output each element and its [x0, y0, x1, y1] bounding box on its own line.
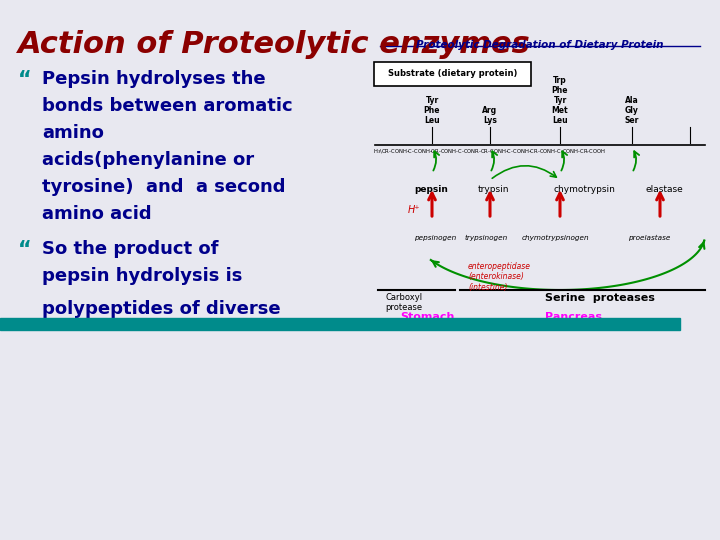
Text: tyrosine)  and  a second: tyrosine) and a second: [42, 178, 286, 196]
Text: Proteolytic Degradation of Dietary Protein: Proteolytic Degradation of Dietary Prote…: [416, 40, 664, 50]
Text: Substrate (dietary protein): Substrate (dietary protein): [388, 70, 517, 78]
Text: “: “: [18, 70, 32, 90]
Text: Ser: Ser: [625, 116, 639, 125]
Bar: [0, 318, 680, 330]
Text: Phe: Phe: [424, 106, 440, 115]
Text: Met: Met: [552, 106, 568, 115]
Text: Phe: Phe: [552, 86, 568, 95]
Text: chymotrypsinogen: chymotrypsinogen: [522, 235, 590, 241]
Text: Tyr: Tyr: [554, 96, 567, 105]
Text: Carboxyl
protease: Carboxyl protease: [385, 293, 422, 313]
Text: Lys: Lys: [483, 116, 497, 125]
Text: chymotrypsin: chymotrypsin: [553, 185, 615, 194]
Text: Tyr: Tyr: [426, 96, 438, 105]
Text: amino acid: amino acid: [42, 205, 152, 223]
Text: Stomach: Stomach: [400, 312, 454, 322]
Text: Action of Proteolytic enzymes: Action of Proteolytic enzymes: [18, 30, 531, 59]
Text: Leu: Leu: [424, 116, 440, 125]
Text: acids(phenylanine or: acids(phenylanine or: [42, 151, 254, 169]
Text: Pancreas: Pancreas: [545, 312, 602, 322]
Text: trypsin: trypsin: [478, 185, 510, 194]
Text: elastase: elastase: [645, 185, 683, 194]
Text: trypsinogen: trypsinogen: [465, 235, 508, 241]
Text: H$_3$\CR-CONH-C-CONH-CR-CONH-C-CONR-CR-CONH-C-CONH-CR-CONH-C-CONH-CR-COOH: H$_3$\CR-CONH-C-CONH-CR-CONH-C-CONR-CR-C…: [373, 147, 606, 156]
FancyBboxPatch shape: [374, 62, 531, 86]
Text: Pepsin hydrolyses the: Pepsin hydrolyses the: [42, 70, 266, 88]
Text: “: “: [18, 240, 32, 260]
Text: amino: amino: [42, 124, 104, 142]
Text: H⁺: H⁺: [408, 205, 420, 215]
Text: enteropeptidase
(enterokinase)
(intestine): enteropeptidase (enterokinase) (intestin…: [468, 262, 531, 292]
Text: Leu: Leu: [552, 116, 568, 125]
Text: Trp: Trp: [553, 76, 567, 85]
Text: So the product of: So the product of: [42, 240, 218, 258]
Text: Gly: Gly: [625, 106, 639, 115]
Text: Ala: Ala: [625, 96, 639, 105]
Text: pepsin: pepsin: [414, 185, 448, 194]
Text: proelastase: proelastase: [628, 235, 670, 241]
Text: Arg: Arg: [482, 106, 498, 115]
Text: pepsin hydrolysis is: pepsin hydrolysis is: [42, 267, 243, 285]
Text: pepsinogen: pepsinogen: [414, 235, 456, 241]
Text: bonds between aromatic: bonds between aromatic: [42, 97, 292, 115]
Text: polypeptides of diverse: polypeptides of diverse: [42, 300, 281, 318]
Text: Serine  proteases: Serine proteases: [545, 293, 655, 303]
